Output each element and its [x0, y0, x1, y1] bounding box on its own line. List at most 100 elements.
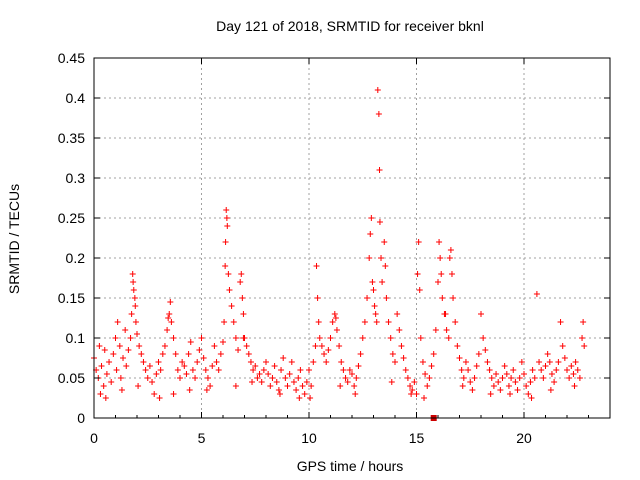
data-point [140, 359, 147, 365]
data-point [177, 375, 183, 381]
data-point [112, 335, 119, 341]
data-point [566, 375, 573, 381]
data-point [366, 255, 373, 261]
data-point [185, 351, 192, 357]
data-point [442, 311, 449, 317]
data-point [273, 379, 280, 385]
data-point [426, 375, 433, 381]
data-point [576, 375, 583, 381]
data-point [138, 351, 145, 357]
data-point [503, 371, 510, 377]
data-point [538, 367, 545, 373]
data-point [497, 387, 504, 393]
data-point [551, 379, 558, 385]
data-point [512, 379, 519, 385]
data-point [357, 351, 364, 357]
data-point [388, 379, 395, 385]
data-point [336, 343, 343, 349]
data-point [108, 379, 115, 385]
data-point [235, 347, 242, 353]
grid-lines [94, 58, 610, 418]
data-point [181, 363, 188, 369]
data-point [521, 371, 527, 377]
data-point [531, 375, 538, 381]
data-point [373, 319, 380, 325]
y-axis-label: SRMTID / TECUs [6, 184, 22, 294]
data-point [228, 303, 235, 309]
data-point [288, 359, 295, 365]
data-point [220, 339, 226, 345]
data-point [224, 223, 231, 229]
data-point [276, 391, 283, 397]
data-point [211, 343, 218, 349]
data-point [161, 343, 168, 349]
data-point [245, 351, 252, 357]
data-point [507, 391, 514, 397]
data-point [411, 379, 418, 385]
data-point [340, 367, 347, 373]
data-point [153, 371, 160, 377]
data-point [192, 375, 199, 381]
data-point [376, 219, 383, 225]
data-point [122, 327, 129, 333]
data-point [402, 367, 409, 373]
data-point [293, 387, 300, 393]
data-point [172, 351, 179, 357]
data-point [361, 319, 368, 325]
data-point [100, 383, 107, 389]
data-point [416, 287, 423, 293]
data-point [404, 375, 411, 381]
data-point [409, 387, 416, 393]
data-point [454, 343, 461, 349]
data-point [125, 347, 132, 353]
data-point [240, 311, 247, 317]
data-point [559, 343, 566, 349]
y-tick-label: 0.1 [66, 330, 86, 346]
data-point [297, 367, 304, 373]
data-point [303, 379, 310, 385]
data-point [151, 391, 158, 397]
data-point [383, 295, 390, 301]
data-point [419, 359, 426, 365]
data-point [308, 383, 315, 389]
data-point [240, 335, 247, 341]
data-point [207, 383, 214, 389]
data-point [452, 319, 459, 325]
data-point [165, 315, 172, 321]
data-point [213, 359, 220, 365]
data-point [118, 387, 125, 393]
data-point [144, 375, 151, 381]
data-point [344, 379, 351, 385]
data-point [327, 335, 334, 341]
data-point [349, 371, 355, 377]
data-point [528, 395, 535, 401]
data-point [392, 359, 398, 365]
data-point [120, 355, 127, 361]
x-axis-label: GPS time / hours [297, 458, 404, 474]
data-point [458, 367, 465, 373]
data-point [369, 279, 376, 285]
data-point [421, 395, 428, 401]
data-point [553, 367, 560, 373]
data-point [367, 231, 374, 237]
data-point [579, 335, 586, 341]
data-point [422, 371, 429, 377]
data-point [352, 391, 359, 397]
data-point [275, 387, 282, 393]
data-point [473, 363, 480, 369]
data-point [568, 363, 575, 369]
data-point [329, 319, 336, 325]
data-point [484, 359, 491, 365]
data-point [170, 335, 177, 341]
data-point [243, 343, 250, 349]
data-point [417, 335, 424, 341]
data-point [516, 375, 523, 381]
data-point [368, 215, 375, 221]
data-point [295, 375, 302, 381]
data-point [187, 339, 194, 345]
data-point [194, 359, 201, 365]
data-point [102, 395, 109, 401]
data-point [370, 287, 377, 293]
data-point [269, 375, 276, 381]
